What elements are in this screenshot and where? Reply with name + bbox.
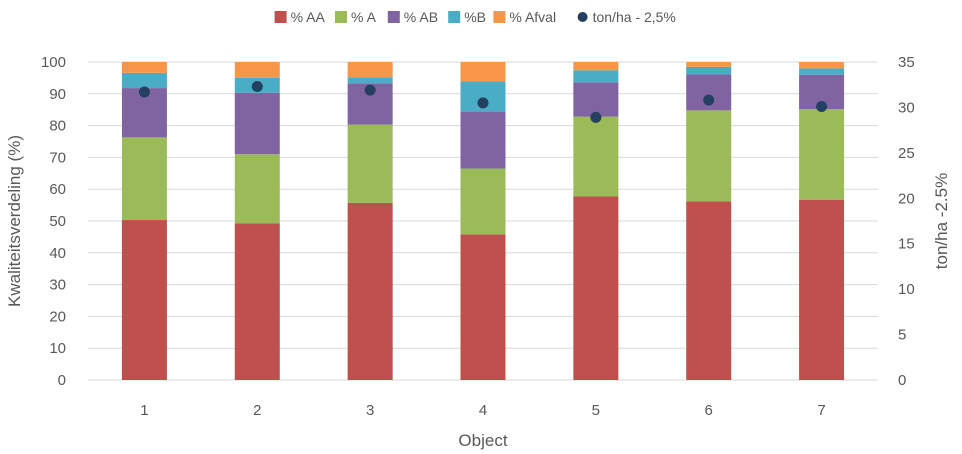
points: [138, 81, 828, 123]
y-tick-label: 50: [49, 213, 66, 230]
y2-tick-label: 10: [898, 281, 915, 298]
bar-segment: [121, 72, 167, 89]
data-point: [816, 101, 828, 113]
legend: % AA % A % AB %B % Afval ton/ha - 2,5%: [274, 9, 676, 25]
legend-label: ton/ha - 2,5%: [593, 9, 676, 25]
bar-segment: [347, 124, 393, 203]
legend-label: % A: [351, 9, 377, 25]
legend-marker: [577, 12, 588, 22]
bar-segment: [799, 62, 845, 69]
data-point: [590, 111, 602, 123]
x-tick-label: 7: [817, 402, 825, 419]
right-axis-tick-labels: 0 5 10 15 20 25 30 35: [898, 54, 915, 389]
legend-swatch: [448, 11, 461, 23]
bars: [121, 62, 845, 380]
y2-tick-label: 15: [898, 236, 915, 253]
x-tick-label: 6: [705, 402, 713, 419]
x-tick-label: 5: [592, 402, 600, 419]
bar-segment: [347, 62, 393, 78]
y2-axis-title: ton/ha -2.5%: [932, 173, 951, 269]
legend-item: % Afval: [493, 9, 556, 25]
y-tick-label: 60: [49, 181, 66, 198]
bar-segment: [234, 62, 280, 78]
x-axis-title: Object: [458, 431, 507, 450]
y2-tick-label: 25: [898, 145, 915, 162]
x-axis-tick-labels: 1 2 3 4 5 6 7: [140, 402, 825, 419]
legend-item: ton/ha - 2,5%: [577, 9, 676, 25]
bar-segment: [686, 201, 732, 380]
bar-segment: [460, 62, 506, 82]
y2-tick-label: 5: [898, 327, 906, 344]
bar-segment: [460, 168, 506, 235]
x-tick-label: 3: [366, 402, 374, 419]
y-axis-title: Kwaliteitsverdeling (%): [5, 135, 24, 307]
y-tick-label: 0: [58, 372, 66, 389]
y2-tick-label: 0: [898, 372, 906, 389]
y2-tick-label: 35: [898, 54, 915, 71]
data-point: [703, 94, 715, 106]
y-tick-label: 90: [49, 86, 66, 103]
y-tick-label: 40: [49, 245, 66, 262]
bar-segment: [573, 70, 619, 83]
bar-segment: [460, 111, 506, 169]
legend-item: % A: [335, 9, 377, 25]
bar-segment: [573, 82, 619, 117]
data-point: [251, 81, 263, 93]
legend-label: % AA: [291, 9, 326, 25]
y2-tick-label: 20: [898, 190, 915, 207]
bar-segment: [686, 66, 732, 75]
legend-item: %B: [448, 9, 486, 25]
bar-segment: [686, 110, 732, 202]
legend-swatch: [387, 11, 400, 23]
y-tick-label: 10: [49, 340, 66, 357]
bar-segment: [799, 68, 845, 75]
y-tick-label: 20: [49, 308, 66, 325]
bar-segment: [573, 116, 619, 197]
bar-segment: [121, 62, 167, 73]
y-tick-label: 30: [49, 277, 66, 294]
data-point: [364, 84, 376, 96]
bar-segment: [347, 202, 393, 380]
bar-segment: [234, 92, 280, 155]
legend-label: % Afval: [509, 9, 556, 25]
bar-segment: [460, 234, 506, 380]
bar-segment: [573, 196, 619, 380]
y-tick-label: 80: [49, 118, 66, 135]
bar-segment: [121, 220, 167, 380]
y-tick-label: 100: [41, 54, 66, 71]
x-tick-label: 2: [253, 402, 261, 419]
bar-segment: [799, 199, 845, 380]
bar-segment: [234, 154, 280, 224]
legend-swatch: [493, 11, 506, 23]
legend-swatch: [335, 11, 347, 23]
bar-segment: [573, 62, 619, 71]
y-tick-label: 70: [49, 149, 66, 166]
y2-tick-label: 30: [898, 99, 915, 116]
legend-item: % AA: [274, 9, 326, 25]
left-axis-tick-labels: 0 10 20 30 40 50 60 70 80 90 100: [41, 54, 66, 389]
legend-label: %B: [464, 9, 486, 25]
bar-segment: [121, 137, 167, 221]
legend-item: % AB: [387, 9, 438, 25]
x-tick-label: 1: [140, 402, 148, 419]
data-point: [138, 86, 150, 98]
bar-segment: [686, 62, 732, 67]
x-tick-label: 4: [479, 402, 487, 419]
legend-swatch: [274, 11, 287, 23]
legend-label: % AB: [404, 9, 438, 25]
data-point: [477, 97, 489, 109]
bar-segment: [799, 109, 845, 200]
bar-segment: [234, 223, 280, 380]
bar-segment: [347, 77, 393, 84]
